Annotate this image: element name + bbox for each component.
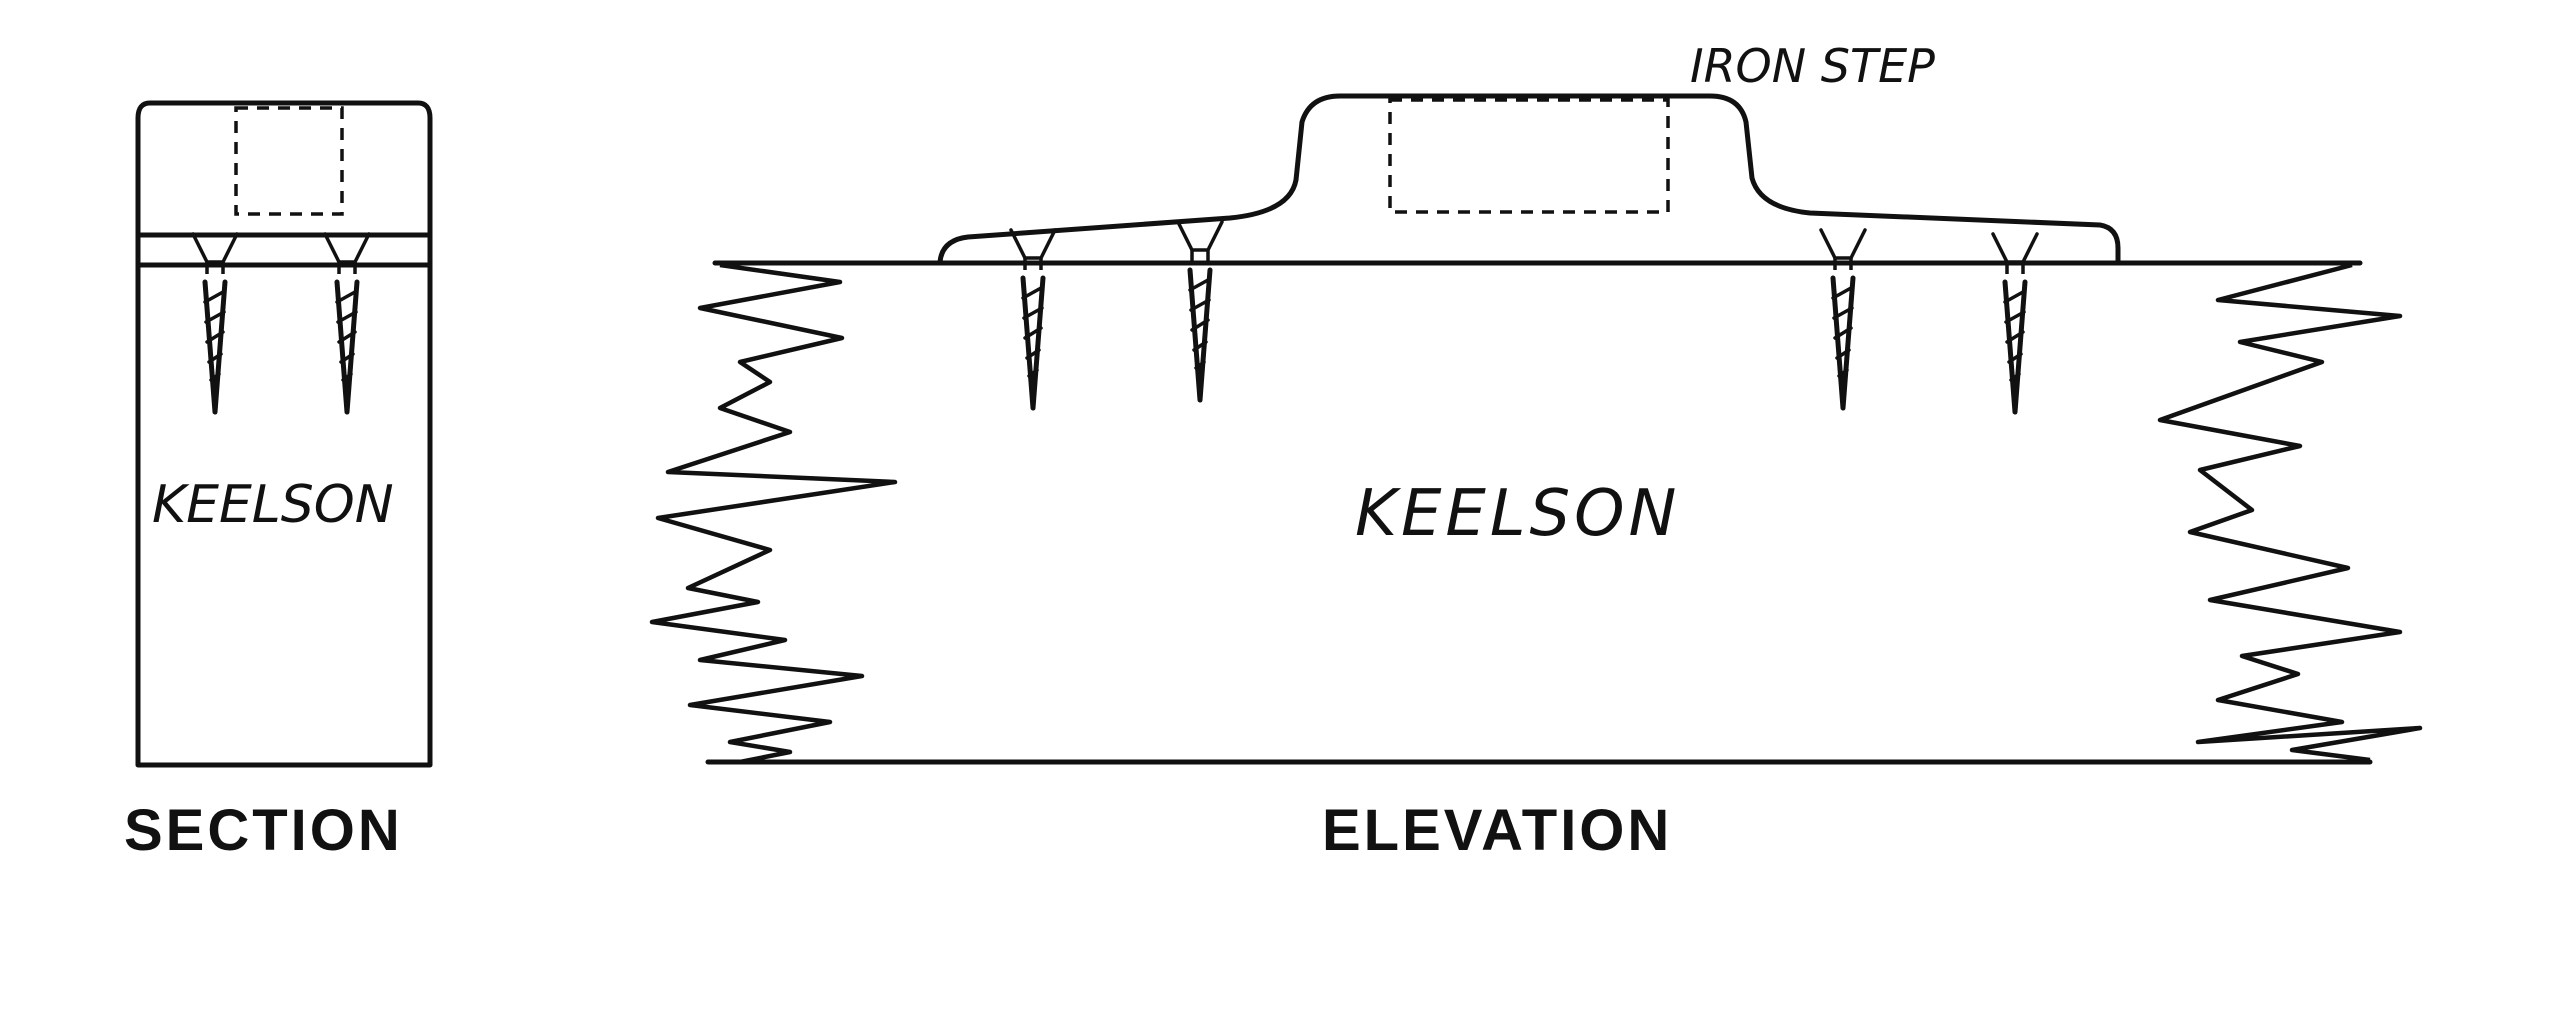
- section-screw-right: [325, 234, 369, 412]
- elevation-right-break-line: [2157, 262, 2423, 763]
- elevation-screw-1: [1011, 230, 1055, 408]
- section-keelson-label: KEELSON: [152, 475, 394, 535]
- iron-step-label: IRON STEP: [1690, 39, 1935, 93]
- elevation-view: IRON STEP KEELSON ELEVATION: [649, 39, 2423, 863]
- elevation-left-break-line: [649, 262, 898, 765]
- elevation-screw-2: [1178, 222, 1222, 400]
- section-outline: [135, 100, 433, 768]
- elevation-screw-3: [1821, 230, 1865, 408]
- elevation-iron-step-outline: [937, 93, 2121, 265]
- section-screw-left: [193, 234, 237, 412]
- section-view: KEELSON SECTION: [124, 100, 433, 863]
- elevation-keelson-label: KEELSON: [1355, 477, 1680, 551]
- section-caption: SECTION: [124, 798, 403, 863]
- elevation-caption: ELEVATION: [1322, 798, 1672, 863]
- section-iron-step-hatched: [234, 106, 344, 216]
- elevation-iron-step-hatched: [1388, 98, 1670, 214]
